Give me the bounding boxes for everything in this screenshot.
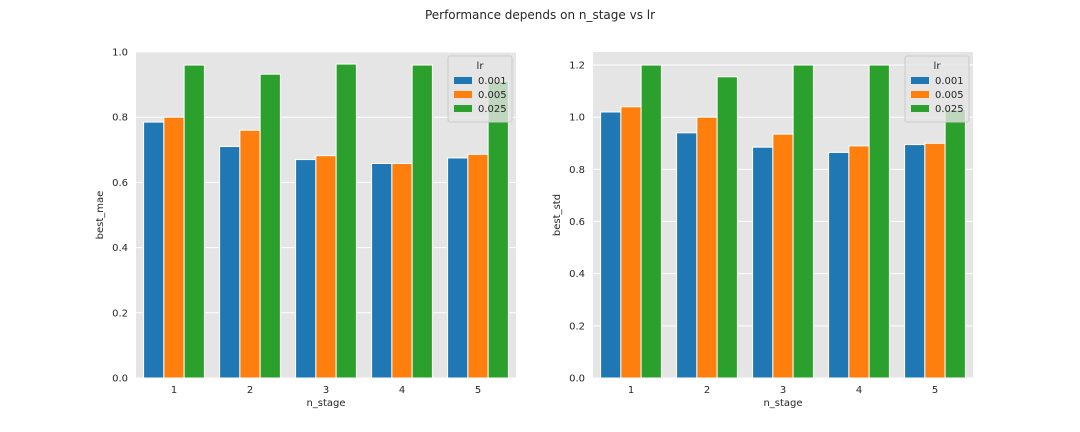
bar [183,64,205,379]
x-axis-label: n_stage [763,398,802,409]
x-tick-label: 1 [171,385,177,396]
y-tick-label: 0.2 [569,321,585,332]
y-tick-label: 0.0 [569,374,585,385]
y-tick-label: 0.4 [569,269,585,280]
x-tick-label: 2 [247,385,253,396]
x-tick-label: 4 [856,385,862,396]
x-tick-label: 3 [323,385,329,396]
x-tick-label: 3 [780,385,786,396]
bar [792,64,814,379]
bar [716,76,738,379]
x-tick-label: 1 [628,385,634,396]
legend-swatch [454,91,472,98]
legend-swatch [911,91,929,98]
legend-label: 0.001 [935,76,964,87]
legend-label: 0.025 [935,104,964,115]
bar [143,121,165,379]
y-tick-label: 0.2 [112,308,128,319]
y-tick-label: 1.0 [569,113,585,124]
bar [411,64,433,379]
y-tick-label: 0.6 [569,217,585,228]
x-tick-label: 4 [399,385,405,396]
bar [924,142,946,379]
bar [640,64,662,379]
y-tick-label: 0.4 [112,243,128,254]
bar [447,157,469,379]
legend-label: 0.001 [478,76,507,87]
x-tick-label: 2 [704,385,710,396]
x-axis-label: n_stage [306,398,345,409]
bar [904,144,926,379]
y-tick-label: 0.0 [112,374,128,385]
legend-title: lr [477,61,485,72]
bar [335,63,357,379]
bar [259,73,281,379]
legend-label: 0.005 [478,90,507,101]
y-tick-label: 0.6 [112,178,128,189]
bar [371,162,393,379]
bar [391,162,413,379]
legend-swatch [911,77,929,84]
legend-swatch [454,77,472,84]
bar [487,80,509,379]
bar [239,129,261,379]
bar [676,132,698,379]
bar [828,151,850,379]
bar [868,64,890,379]
bar [620,106,642,379]
x-tick-label: 5 [932,385,938,396]
bar [315,155,337,379]
legend-swatch [911,105,929,112]
y-axis-label: best_mae [95,191,106,240]
bar [163,116,185,379]
y-tick-label: 0.8 [569,165,585,176]
bar [848,145,870,379]
bar [219,146,241,379]
y-tick-label: 0.8 [112,113,128,124]
bar [467,153,489,379]
legend-label: 0.005 [935,90,964,101]
y-axis-label: best_std [552,194,563,236]
x-tick-label: 5 [475,385,481,396]
figure-title: Performance depends on n_stage vs lr [425,8,655,22]
legend-title: lr [934,61,942,72]
y-tick-label: 1.0 [112,48,128,59]
bar [772,133,794,379]
chart-best-mae: 0.0 0.2 0.4 0.6 0.8 1.0 1 2 3 4 5 n_stage best_mae lr… [95,48,516,409]
bar [600,111,622,379]
legend-swatch [454,105,472,112]
bar [295,159,317,379]
bar [752,146,774,379]
chart-best-std: 0.0 0.2 0.4 0.6 0.8 1.0 1.2 1 2 3 4 5 n_stage best_st… [552,52,973,409]
bar [944,108,966,379]
y-tick-label: 1.2 [569,61,585,72]
bar [696,116,718,379]
legend-label: 0.025 [478,104,507,115]
